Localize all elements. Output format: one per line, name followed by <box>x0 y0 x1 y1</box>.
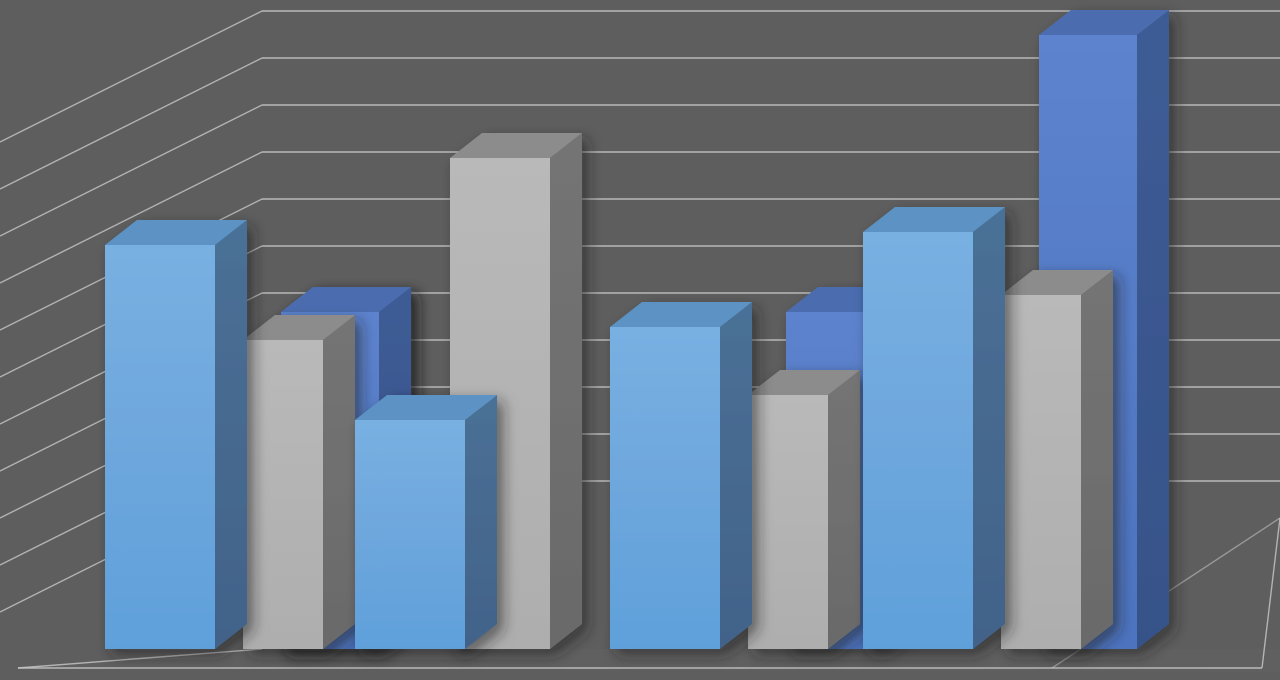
bar-side-face <box>1081 270 1113 649</box>
bar-top-face <box>355 395 497 420</box>
bar-front-face <box>610 327 720 649</box>
bar-g2-series1 <box>355 395 497 649</box>
bar-front-face <box>863 232 973 649</box>
bar-front-face <box>105 245 215 649</box>
bar-g3-series2 <box>748 370 860 649</box>
bar-front-face <box>355 420 465 649</box>
gridline-diagonal-2 <box>0 104 263 237</box>
bar-top-face <box>243 315 355 340</box>
bar-front-face <box>748 395 828 649</box>
bar-side-face <box>215 220 247 649</box>
bar-top-face <box>1001 270 1113 295</box>
bar-side-face <box>323 315 355 649</box>
bar-top-face <box>863 207 1005 232</box>
bar-side-face <box>1137 10 1169 649</box>
bar-side-face <box>973 207 1005 649</box>
gridline-diagonal-3 <box>0 151 263 284</box>
bar-top-face <box>105 220 247 245</box>
gridline-diagonal-0 <box>0 10 263 143</box>
bar-side-face <box>720 302 752 649</box>
bar-top-face <box>610 302 752 327</box>
bar-top-face <box>748 370 860 395</box>
bar-top-face <box>450 133 582 158</box>
bar-top-face <box>1039 10 1169 35</box>
gridline-diagonal-1 <box>0 57 263 190</box>
bar-front-face <box>1001 295 1081 649</box>
bars-layer <box>105 10 1169 649</box>
bar-side-face <box>550 133 582 649</box>
bar-g4-series1 <box>863 207 1005 649</box>
bar-top-face <box>281 287 411 312</box>
bar-side-face <box>828 370 860 649</box>
bar-g1-series1 <box>105 220 247 649</box>
bar-g3-series1 <box>610 302 752 649</box>
floor-right-edge <box>1261 517 1280 669</box>
floor-surface <box>18 649 1280 672</box>
bar-front-face <box>243 340 323 649</box>
bar-side-face <box>465 395 497 649</box>
floor-left-edge <box>17 648 263 669</box>
bar-g1-series2 <box>243 315 355 649</box>
bar-g4-series2 <box>1001 270 1113 649</box>
